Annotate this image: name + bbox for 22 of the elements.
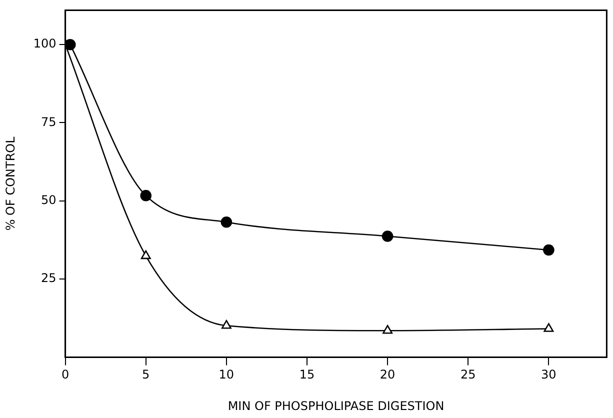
y-tick-label: 75 [41,114,56,129]
point [140,250,151,260]
x-tick-label: 20 [380,368,396,382]
y-tick-label: 100 [33,36,56,51]
x-tick-label: 0 [61,368,70,382]
y-axis-title: % OF CONTROL [3,136,18,231]
x-tick-label: 5 [142,368,150,382]
y-tick-label: 25 [41,271,56,286]
x-tick-label: 15 [299,368,315,382]
x-tick-label: 25 [460,368,476,382]
point [544,323,554,332]
x-tick-label: 30 [541,368,556,382]
point [543,244,554,256]
x-axis-title: MIN OF PHOSPHOLIPASE DIGESTION [228,398,444,413]
point [382,230,394,242]
point [140,190,152,202]
point [220,216,232,228]
y-tick-label: 50 [41,193,56,208]
point [221,320,232,329]
point [382,324,393,334]
x-tick-label: 10 [218,368,234,382]
point [65,38,76,50]
